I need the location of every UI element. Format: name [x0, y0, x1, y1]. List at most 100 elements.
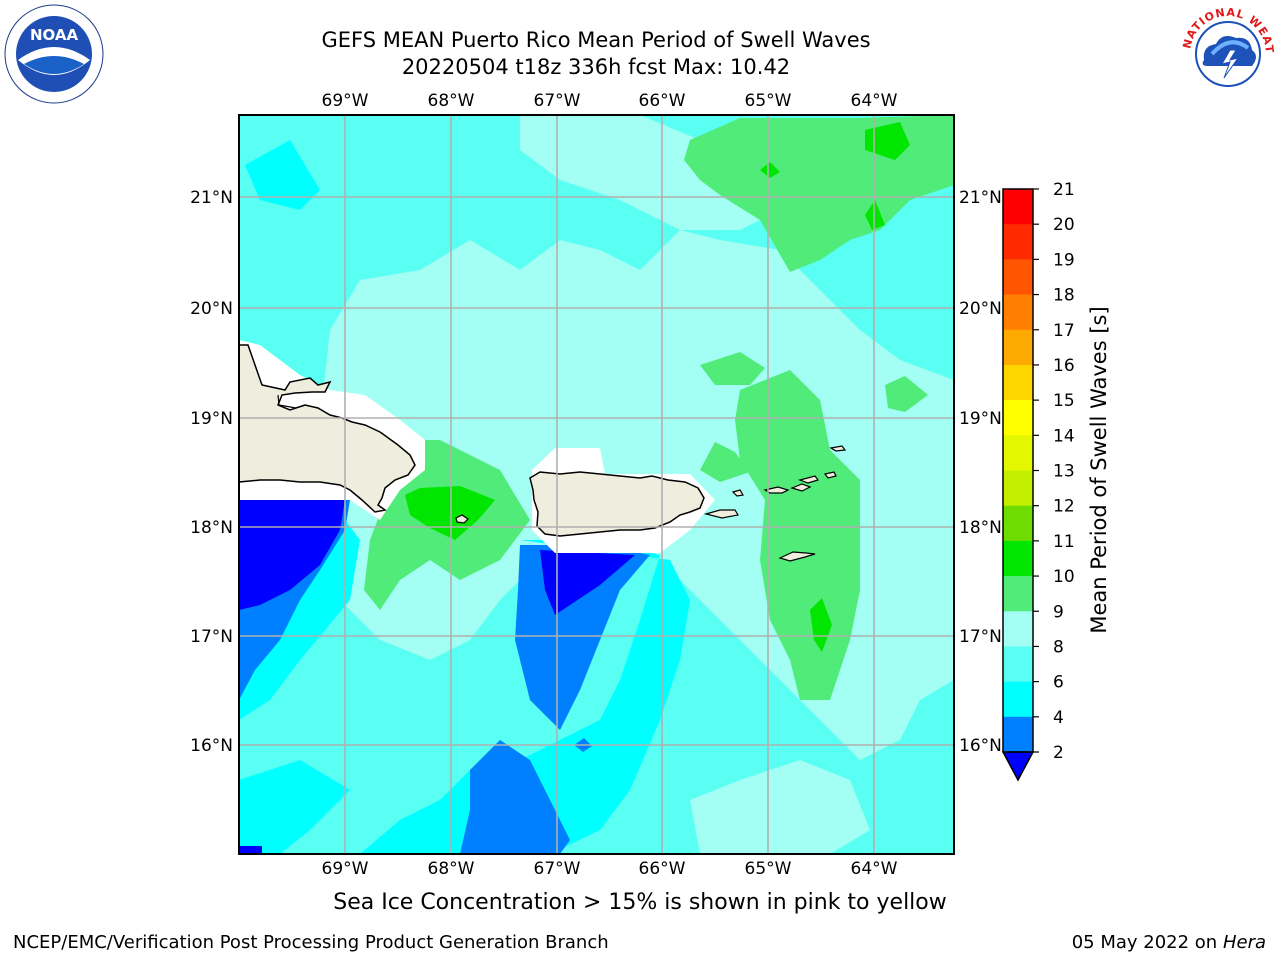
colorbar-segment: [1003, 505, 1033, 542]
land-anegada: [829, 445, 847, 452]
sea-ice-footnote: Sea Ice Concentration > 15% is shown in …: [333, 890, 947, 915]
lat-tick-right: 20°N: [959, 299, 1002, 319]
lon-tick-top: 68°W: [428, 91, 475, 111]
land-st-croix: [778, 551, 816, 562]
colorbar-tick-label: 6: [1053, 673, 1064, 693]
land-st-john: [790, 483, 812, 492]
colorbar-tick-label: 10: [1053, 567, 1075, 587]
lon-tick-bottom: 64°W: [851, 859, 898, 879]
lat-tick-right: 17°N: [959, 627, 1002, 647]
contour-8-9-southeast: [690, 760, 870, 854]
lat-tick-right: 18°N: [959, 518, 1002, 538]
lon-tick-bottom: 65°W: [745, 859, 792, 879]
land-puerto-rico: [529, 471, 705, 537]
lon-tick-top: 67°W: [534, 91, 581, 111]
lat-tick-left: 21°N: [190, 188, 233, 208]
contour-4-6-south-pr: [360, 540, 690, 854]
contour-under-2-south-pr: [540, 550, 635, 615]
lat-tick-left: 16°N: [190, 736, 233, 756]
colorbar-tick-label: 11: [1053, 532, 1075, 552]
lat-tick-left: 18°N: [190, 518, 233, 538]
footer-date: 05 May 2022 on Hera: [1072, 932, 1266, 953]
lon-tick-bottom: 69°W: [322, 859, 369, 879]
lat-tick-right: 21°N: [959, 188, 1002, 208]
land-hispaniola: [239, 344, 416, 513]
lon-tick-bottom: 66°W: [639, 859, 686, 879]
colorbar-tick-label: 17: [1053, 321, 1075, 341]
lon-tick-bottom: 67°W: [534, 859, 581, 879]
land-st-thomas: [763, 486, 790, 494]
contour-2-4-south: [460, 740, 570, 854]
lon-tick-top: 66°W: [639, 91, 686, 111]
colorbar-tick-label: 21: [1053, 180, 1075, 200]
colorbar-segment: [1003, 400, 1033, 436]
footer-branch: NCEP/EMC/Verification Post Processing Pr…: [13, 932, 609, 953]
lon-tick-top: 69°W: [322, 91, 369, 111]
colorbar-segment: [1003, 646, 1033, 683]
contour-10-11-east: [810, 598, 832, 652]
contour-10-11-west-pr: [405, 486, 495, 540]
colorbar-extend-min: [1001, 751, 1035, 782]
contour-9-10-small-3: [700, 442, 750, 482]
colorbar-label: Mean Period of Swell Waves [s]: [1087, 306, 1111, 633]
colorbar-tick-label: 9: [1053, 602, 1064, 622]
colorbar-segment: [1003, 681, 1033, 718]
contour-4-6-south: [239, 760, 350, 854]
colorbar-segment: [1003, 189, 1033, 225]
contour-9-10-small: [700, 352, 765, 385]
nws-logo: NATIONAL WEATHER SERVICE: [1178, 4, 1276, 102]
colorbar-segment: [1003, 329, 1033, 366]
contour-field: [239, 115, 954, 854]
lon-tick-bottom: 68°W: [428, 859, 475, 879]
colorbar: 21 20 19 18 17 16 15 14 13 12 11 10 9 8 6 4 2: [1001, 180, 1075, 782]
contour-4-6-northwest: [245, 140, 320, 210]
contour-10-11-ne: [865, 122, 910, 160]
footer-machine: Hera: [1222, 932, 1266, 953]
colorbar-tick-label: 19: [1053, 250, 1075, 270]
colorbar-tick-label: 12: [1053, 497, 1075, 517]
lon-tick-top: 65°W: [745, 91, 792, 111]
contour-under-2-sw-corner: [239, 846, 262, 854]
lat-tick-left: 20°N: [190, 299, 233, 319]
svg-text:NOAA: NOAA: [30, 26, 79, 44]
lat-tick-right: 19°N: [959, 409, 1002, 429]
colorbar-segment: [1003, 540, 1033, 577]
colorbar-tick-label: 16: [1053, 356, 1075, 376]
land-hispaniola-cape: [277, 394, 306, 409]
map-subtitle: 20220504 t18z 336h fcst Max: 10.42: [401, 55, 791, 79]
contour-9-10-small-2: [885, 376, 928, 412]
contour-10-11-spot-2: [760, 162, 780, 178]
map-frame: [238, 114, 955, 855]
footer-date-text: 05 May 2022 on: [1071, 932, 1218, 953]
lat-tick-right: 16°N: [959, 736, 1002, 756]
colorbar-segment: [1003, 716, 1033, 753]
colorbar-tick-label: 2: [1053, 743, 1064, 763]
land-vieques: [703, 509, 739, 519]
map-title: GEFS MEAN Puerto Rico Mean Period of Swe…: [321, 28, 871, 52]
colorbar-tick-label: 20: [1053, 215, 1075, 235]
noaa-logo: NOAA: [4, 4, 104, 104]
land-culebra: [731, 489, 744, 497]
colorbar-segment: [1003, 470, 1033, 507]
contour-10-11-spot: [865, 200, 885, 230]
land-mona-island: [455, 514, 469, 524]
colorbar-segment: [1003, 576, 1033, 612]
colorbar-tick-label: 18: [1053, 286, 1075, 306]
colorbar-tick-label: 13: [1053, 462, 1075, 482]
land-virgin-gorda: [823, 471, 837, 479]
colorbar-tick-label: 14: [1053, 426, 1075, 446]
colorbar-segment: [1003, 259, 1033, 296]
colorbar-segment: [1003, 224, 1033, 260]
colorbar-tick-label: 15: [1053, 391, 1075, 411]
gridlines: [239, 115, 954, 854]
lat-tick-left: 19°N: [190, 409, 233, 429]
land-tortola: [798, 475, 819, 484]
colorbar-segment: [1003, 435, 1033, 471]
colorbar-segment: [1003, 294, 1033, 331]
colorbar-tick-label: 4: [1053, 708, 1064, 728]
colorbar-segment: [1003, 364, 1033, 401]
lon-tick-top: 64°W: [851, 91, 898, 111]
lat-tick-left: 17°N: [190, 627, 233, 647]
colorbar-tick-label: 8: [1053, 637, 1064, 657]
